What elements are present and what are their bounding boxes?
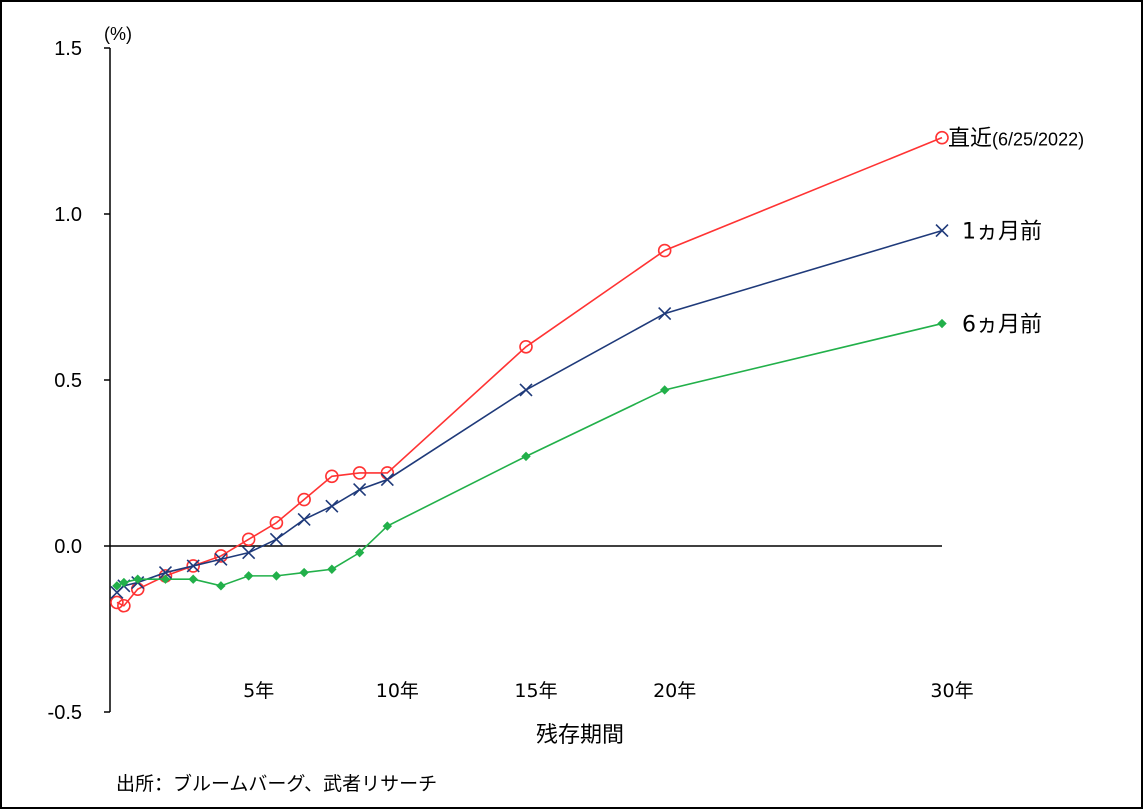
data-point	[657, 243, 672, 258]
data-point	[119, 577, 129, 588]
x-tick-label: 10年	[376, 680, 419, 702]
data-point	[216, 581, 226, 591]
data-point	[269, 515, 284, 530]
data-point	[325, 499, 339, 513]
x-tick-label: 20年	[653, 680, 696, 702]
data-point	[186, 559, 200, 573]
series-2	[112, 318, 947, 591]
data-point	[158, 565, 173, 580]
y-tick-label: 0.0	[54, 536, 82, 558]
data-point	[112, 581, 122, 591]
series-label-1: 1ヵ月前	[962, 220, 1042, 245]
data-point	[271, 571, 282, 581]
series-name: 6ヵ月前	[962, 313, 1042, 338]
data-point	[382, 521, 393, 531]
data-point	[160, 574, 171, 584]
series-layer	[110, 130, 949, 613]
data-point	[188, 574, 198, 584]
y-unit-label: (%)	[104, 24, 132, 44]
series-name: 直近	[948, 127, 992, 152]
data-point	[354, 547, 365, 558]
data-point	[380, 473, 394, 487]
data-point	[269, 532, 283, 546]
data-point	[297, 492, 311, 507]
data-point	[299, 567, 309, 578]
data-point	[937, 318, 947, 329]
series-1	[110, 224, 949, 600]
series-date: (6/25/2022)	[992, 130, 1084, 150]
y-tick-label: -0.5	[48, 702, 82, 724]
x-tick-label: 15年	[514, 680, 557, 702]
data-point	[353, 482, 367, 497]
data-point	[241, 532, 256, 547]
data-point	[186, 559, 200, 573]
data-point	[935, 224, 949, 238]
series-name: 1ヵ月前	[962, 220, 1042, 245]
y-tick-marks	[104, 47, 110, 713]
y-tick-label: 0.5	[54, 370, 82, 392]
source-note: 出所：ブルームバーグ、武者リサーチ	[116, 772, 437, 795]
series-line	[116, 229, 943, 594]
y-tick-label: 1.5	[54, 38, 82, 60]
data-point	[352, 466, 367, 480]
data-point	[325, 469, 339, 484]
data-point	[658, 307, 672, 321]
data-point	[214, 549, 228, 563]
x-tick-label: 5年	[243, 680, 274, 702]
axes	[109, 48, 942, 712]
data-point	[242, 546, 256, 560]
y-tick-label: 1.0	[54, 204, 82, 226]
x-axis-title: 残存期間	[536, 723, 624, 748]
series-label-2: 6ヵ月前	[962, 313, 1042, 338]
data-point	[133, 574, 143, 584]
series-labels: 直近(6/25/2022) 1ヵ月前 6ヵ月前	[948, 127, 1084, 338]
data-point	[117, 598, 131, 613]
data-point	[297, 512, 311, 527]
data-point	[521, 451, 531, 462]
data-point	[659, 385, 670, 395]
series-label-0: 直近(6/25/2022)	[948, 127, 1084, 152]
data-point	[327, 564, 337, 574]
data-point	[519, 383, 533, 397]
x-tick-labels: 5年 10年 15年 20年 30年	[243, 680, 973, 702]
series-line	[116, 136, 943, 607]
data-point	[243, 571, 254, 581]
y-tick-labels: 1.5 1.0 0.5 0.0 -0.5	[48, 38, 82, 724]
series-0	[110, 130, 949, 613]
data-point	[214, 552, 228, 566]
data-point	[110, 595, 124, 610]
data-point	[519, 339, 533, 354]
x-tick-label: 30年	[930, 680, 973, 702]
data-point	[935, 130, 949, 145]
